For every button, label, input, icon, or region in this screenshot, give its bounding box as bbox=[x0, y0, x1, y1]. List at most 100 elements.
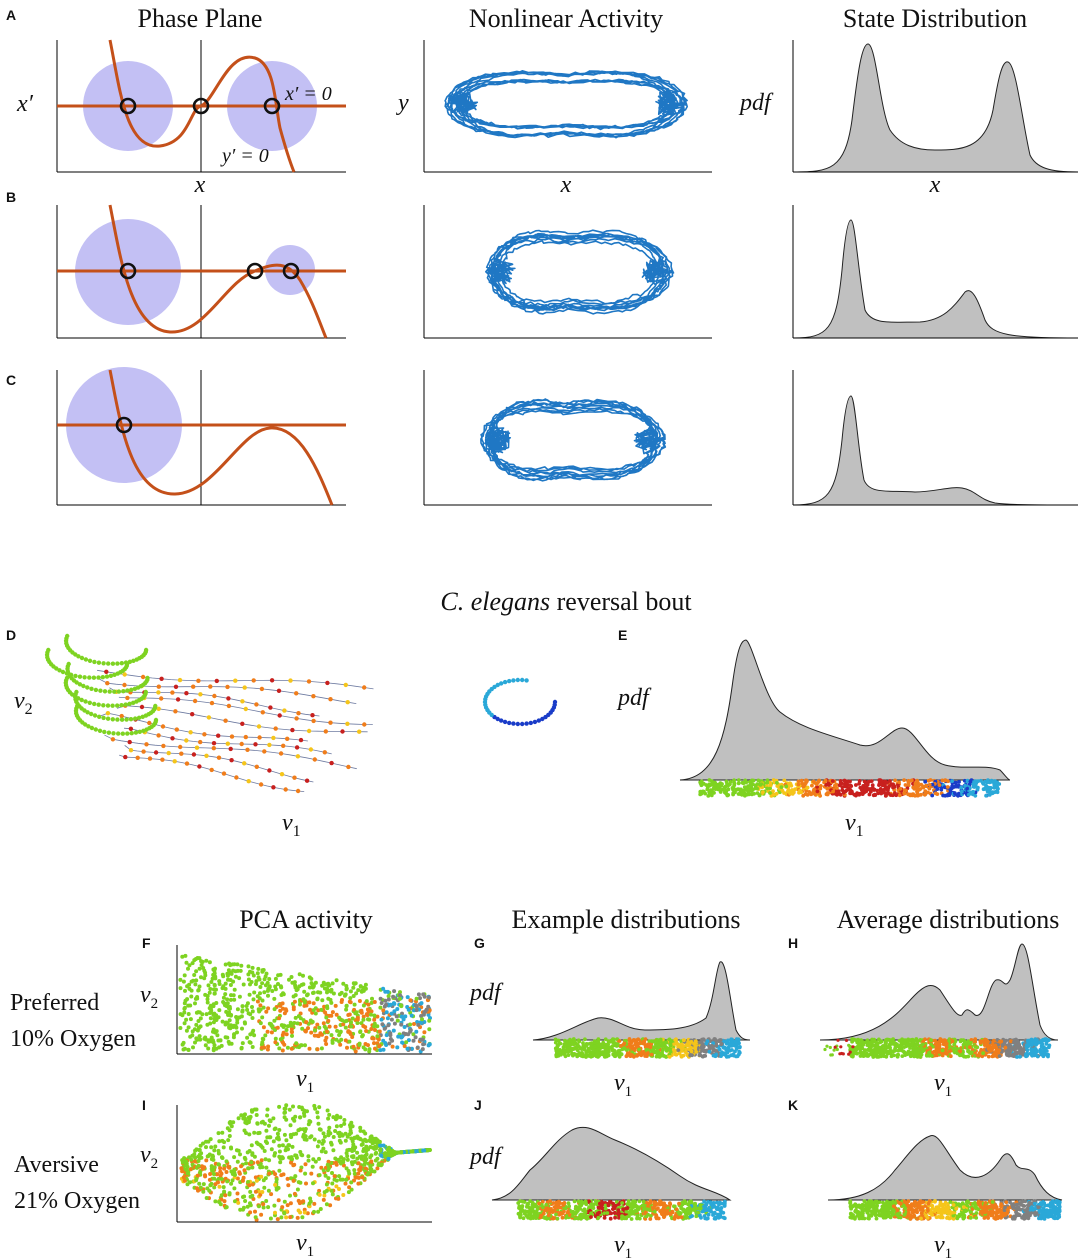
pca-point bbox=[275, 1131, 280, 1136]
pca-point bbox=[288, 1132, 293, 1137]
reversal-dot bbox=[122, 682, 127, 688]
distribution-dot bbox=[959, 789, 964, 794]
reversal-dot-green bbox=[137, 729, 142, 734]
pca-point bbox=[285, 1176, 290, 1181]
distribution-dot bbox=[746, 784, 750, 788]
distribution-dot bbox=[984, 1042, 989, 1047]
pca-point bbox=[245, 1150, 250, 1155]
pca-point bbox=[184, 960, 189, 965]
pca-point bbox=[197, 1181, 202, 1186]
pca-point bbox=[324, 1042, 329, 1046]
pca-point bbox=[298, 1127, 303, 1132]
reversal-dot bbox=[243, 706, 248, 712]
title-example-distributions: Example distributions bbox=[512, 905, 741, 934]
reversal-dot bbox=[283, 787, 288, 792]
distribution-dot bbox=[921, 1042, 925, 1047]
pca-point bbox=[265, 1113, 270, 1118]
distribution-dot bbox=[584, 1043, 589, 1048]
distribution-dot bbox=[1003, 1045, 1008, 1050]
pca-point bbox=[347, 1012, 352, 1017]
distribution-dot bbox=[908, 1046, 912, 1050]
pca-point bbox=[242, 1155, 247, 1160]
reversal-dot bbox=[221, 771, 227, 776]
distribution-dot bbox=[608, 1045, 612, 1050]
reversal-dot-green bbox=[116, 731, 121, 736]
reversal-dot-green bbox=[85, 685, 90, 690]
distribution-dot bbox=[596, 1037, 601, 1041]
panel-letter-a: A bbox=[6, 7, 16, 23]
distribution-dot bbox=[1027, 1039, 1031, 1044]
pca-point bbox=[325, 1029, 329, 1034]
pca-point bbox=[364, 999, 369, 1004]
pca-point bbox=[281, 1172, 286, 1177]
reversal-dot-green bbox=[112, 672, 117, 677]
pca-point bbox=[301, 973, 305, 978]
distribution-dot bbox=[724, 1039, 728, 1044]
pca-point bbox=[232, 962, 237, 967]
pca-point bbox=[315, 997, 320, 1002]
reversal-dot bbox=[345, 700, 350, 705]
reversal-dot bbox=[271, 735, 276, 741]
pca-point bbox=[339, 1132, 344, 1137]
distribution-dot bbox=[701, 781, 706, 786]
pca-point bbox=[389, 1011, 394, 1016]
panel-letter-b: B bbox=[6, 189, 16, 205]
example-j-points bbox=[516, 1199, 727, 1221]
distribution-dot bbox=[730, 1048, 734, 1052]
distribution-dot bbox=[571, 1042, 576, 1047]
distribution-dot bbox=[904, 788, 908, 793]
reversal-dot bbox=[239, 741, 244, 747]
distribution-dot bbox=[913, 793, 917, 798]
pca-point bbox=[351, 981, 356, 986]
label-v1-f-base: v bbox=[296, 1066, 307, 1092]
distribution-dot bbox=[796, 779, 801, 784]
pca-point bbox=[420, 1037, 425, 1042]
pca-point bbox=[260, 1190, 265, 1194]
distribution-dot bbox=[981, 787, 986, 792]
reversal-dot bbox=[294, 691, 299, 696]
pca-point bbox=[331, 991, 336, 996]
pca-point bbox=[280, 1155, 285, 1160]
pca-point bbox=[388, 1033, 393, 1038]
distribution-dot bbox=[950, 779, 954, 783]
reversal-dot bbox=[288, 678, 293, 683]
pca-point bbox=[369, 1159, 374, 1164]
distribution-dot bbox=[883, 784, 887, 788]
distribution-dot bbox=[606, 1039, 611, 1043]
distribution-dot bbox=[711, 786, 716, 791]
pca-point bbox=[212, 991, 217, 996]
pca-point bbox=[357, 1043, 362, 1047]
reversal-dot bbox=[304, 778, 310, 783]
distribution-dot bbox=[757, 793, 762, 797]
pca-point bbox=[333, 1024, 338, 1029]
distribution-dot bbox=[963, 783, 967, 788]
pca-point bbox=[351, 1044, 356, 1049]
reversal-dot-green bbox=[87, 700, 93, 705]
distribution-dot bbox=[598, 1042, 603, 1047]
distribution-dot bbox=[995, 780, 999, 785]
reversal-dot bbox=[160, 757, 165, 762]
pca-point bbox=[208, 1172, 213, 1176]
pca-point bbox=[258, 985, 263, 989]
pca-point bbox=[329, 1000, 334, 1005]
pca-point bbox=[349, 1024, 354, 1029]
pca-point bbox=[284, 1028, 289, 1032]
pca-point bbox=[378, 1143, 383, 1148]
pca-point bbox=[268, 1216, 273, 1221]
distribution-dot bbox=[597, 1047, 602, 1051]
reversal-dot-green bbox=[83, 657, 89, 662]
reversal-dot-green bbox=[89, 725, 95, 731]
distribution-dot bbox=[867, 787, 872, 792]
pca-point bbox=[255, 1160, 260, 1165]
pca-point bbox=[375, 1024, 380, 1029]
distribution-dot bbox=[697, 1053, 702, 1057]
pca-point bbox=[288, 1193, 292, 1198]
pca-point bbox=[228, 997, 233, 1002]
distribution-dot bbox=[973, 1045, 978, 1049]
pca-point bbox=[210, 976, 215, 981]
pca-point bbox=[278, 1037, 283, 1042]
distribution-dot bbox=[923, 1037, 927, 1042]
distribution-c bbox=[792, 370, 1079, 506]
distribution-dot bbox=[952, 1042, 957, 1047]
distribution-dot bbox=[1013, 1043, 1018, 1048]
